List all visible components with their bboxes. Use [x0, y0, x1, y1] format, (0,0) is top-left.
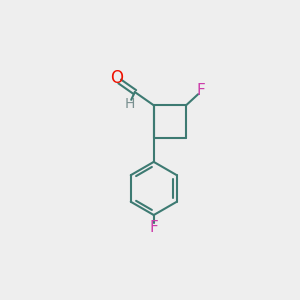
- Text: F: F: [149, 220, 158, 235]
- Text: O: O: [110, 69, 123, 87]
- Text: H: H: [124, 97, 135, 111]
- Text: F: F: [197, 83, 206, 98]
